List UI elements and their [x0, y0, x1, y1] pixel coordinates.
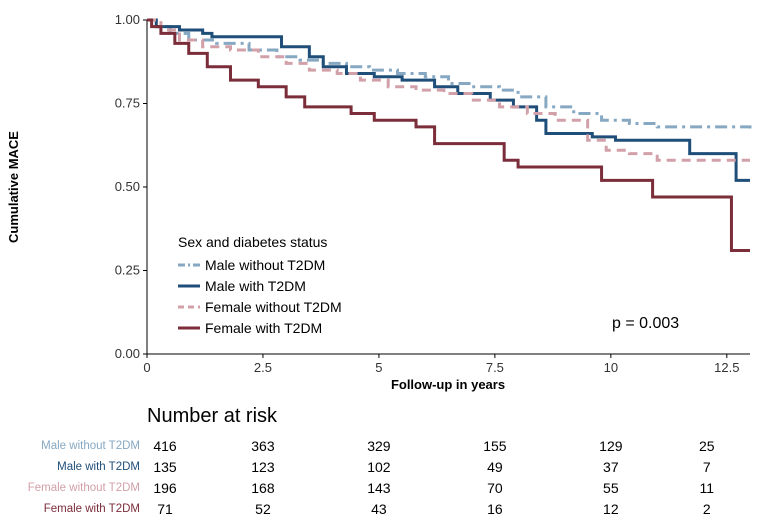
risk-row: Male without T2DM 416 363 329 155 129 25 [0, 437, 765, 458]
y-tick-label: 0.50 [115, 179, 140, 194]
legend-label: Female without T2DM [205, 299, 342, 315]
risk-value: 16 [487, 501, 503, 517]
x-tick-label: 10 [604, 360, 618, 375]
risk-row-label: Male with T2DM [57, 461, 140, 473]
y-axis-title: Cumulative MACE [6, 131, 21, 243]
y-tick-label: 0.75 [115, 96, 140, 111]
km-chart: 0.00 0.25 0.50 0.75 1.00 0 2.5 5 7.5 10 12.5 Sex a… [6, 12, 752, 392]
risk-value: 155 [483, 438, 507, 454]
p-value-annotation: p = 0.003 [612, 315, 679, 332]
risk-value: 70 [487, 480, 503, 496]
risk-value: 71 [157, 501, 173, 517]
risk-value: 12 [603, 501, 619, 517]
y-tick-label: 0.00 [115, 346, 140, 361]
risk-value: 11 [699, 480, 715, 496]
risk-value: 168 [251, 480, 275, 496]
risk-value: 196 [153, 480, 177, 496]
risk-value: 363 [251, 438, 275, 454]
risk-value: 7 [702, 459, 711, 475]
legend-label: Male without T2DM [205, 257, 325, 273]
series-line-male-without-t2dm [147, 18, 752, 129]
risk-value: 135 [153, 459, 177, 475]
risk-table-title: Number at risk [147, 405, 278, 427]
risk-table: Male without T2DM 416 363 329 155 129 25 Male w… [0, 437, 765, 521]
legend-label: Female with T2DM [205, 320, 322, 336]
risk-value: 123 [251, 459, 275, 475]
risk-value: 37 [603, 459, 619, 475]
risk-value: 416 [153, 438, 177, 454]
series-layer [147, 18, 752, 252]
x-axis-title: Follow-up in years [391, 377, 505, 392]
axes: 0.00 0.25 0.50 0.75 1.00 0 2.5 5 7.5 10 12.5 [115, 12, 750, 375]
x-tick-label: 0 [143, 360, 150, 375]
risk-value: 143 [367, 480, 391, 496]
risk-value: 102 [367, 459, 391, 475]
risk-value: 329 [367, 438, 391, 454]
risk-value: 43 [371, 501, 387, 517]
risk-value: 129 [599, 438, 623, 454]
risk-row-label: Female with T2DM [43, 503, 140, 515]
x-tick-label: 5 [375, 360, 382, 375]
risk-row: Female with T2DM 71 52 43 16 12 2 [0, 500, 765, 521]
risk-value: 55 [603, 480, 619, 496]
risk-value: 25 [699, 438, 715, 454]
x-tick-label: 12.5 [714, 360, 739, 375]
risk-row-label: Male without T2DM [41, 440, 140, 452]
legend-title: Sex and diabetes status [178, 234, 327, 250]
risk-value: 2 [702, 501, 711, 517]
risk-row-label: Female without T2DM [27, 482, 140, 494]
risk-row: Male with T2DM 135 123 102 49 37 7 [0, 458, 765, 479]
risk-value: 52 [255, 501, 271, 517]
x-tick-label: 7.5 [486, 360, 504, 375]
legend: Sex and diabetes status Male without T2DM… [178, 234, 342, 336]
series-line-female-without-t2dm [147, 18, 750, 162]
series-line-male-with-t2dm [147, 18, 750, 182]
x-tick-label: 2.5 [254, 360, 272, 375]
risk-value: 49 [487, 459, 503, 475]
y-tick-label: 0.25 [115, 263, 140, 278]
y-tick-label: 1.00 [115, 12, 140, 27]
series-line-female-with-t2dm [147, 18, 750, 252]
legend-label: Male with T2DM [205, 278, 306, 294]
risk-row: Female without T2DM 196 168 143 70 55 11 [0, 479, 765, 500]
